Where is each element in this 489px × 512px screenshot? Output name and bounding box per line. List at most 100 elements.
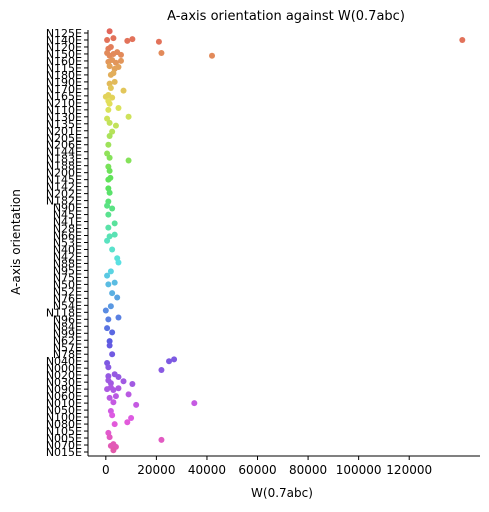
point — [112, 393, 119, 400]
point — [106, 434, 113, 441]
point — [102, 307, 109, 314]
point — [106, 342, 113, 349]
point — [129, 380, 136, 387]
y-tick-label: N070E — [46, 439, 82, 452]
point — [109, 246, 116, 253]
point — [105, 373, 112, 380]
point — [115, 385, 122, 392]
y-tick-label: N40E — [53, 243, 82, 256]
point — [133, 401, 140, 408]
y-tick-label: N183E — [46, 153, 82, 166]
y-tick-label: N206E — [46, 139, 82, 152]
y-tick-label: N080E — [46, 418, 82, 431]
point — [105, 141, 112, 148]
point — [106, 338, 113, 345]
point — [104, 202, 111, 209]
point — [111, 231, 118, 238]
point — [111, 78, 118, 85]
point — [106, 119, 113, 126]
point — [107, 268, 114, 275]
y-tick-label: N95E — [53, 264, 82, 277]
y-tick-label: N015E — [46, 446, 82, 459]
point — [105, 211, 112, 218]
y-tick-label: N66E — [53, 230, 82, 243]
point — [209, 52, 216, 59]
y-tick-label: N050E — [46, 404, 82, 417]
x-tick-label: 0 — [102, 463, 110, 477]
y-tick-label: N188E — [46, 160, 82, 173]
y-tick-label: N200E — [46, 167, 82, 180]
point — [104, 237, 111, 244]
point — [110, 447, 117, 454]
point — [109, 412, 116, 419]
point — [106, 28, 113, 35]
point — [124, 37, 131, 44]
point — [109, 205, 116, 212]
y-tick-label: N190E — [46, 76, 82, 89]
y-tick-label: N115E — [46, 62, 82, 75]
chart-title: A-axis orientation against W(0.7abc) — [167, 9, 405, 24]
point — [106, 154, 113, 161]
point — [117, 57, 124, 64]
y-tick-label: N110E — [46, 104, 82, 117]
y-tick-label: N005E — [46, 432, 82, 445]
point — [105, 364, 112, 371]
x-tick-label: 40000 — [188, 463, 226, 477]
point — [110, 70, 117, 77]
point — [105, 106, 112, 113]
point — [115, 259, 122, 266]
y-tick-label: N100E — [46, 411, 82, 424]
y-tick-label: N90E — [53, 202, 82, 215]
y-tick-label: N205E — [46, 132, 82, 145]
y-tick-label: N150E — [46, 48, 82, 61]
point — [107, 174, 114, 181]
y-tick-label: N53E — [53, 237, 82, 250]
y-tick-label: N170E — [46, 83, 82, 96]
point — [109, 351, 116, 358]
point — [106, 394, 113, 401]
point — [109, 290, 116, 297]
y-tick-label: N118E — [46, 306, 82, 319]
point — [125, 113, 132, 120]
point — [129, 36, 136, 43]
point — [104, 272, 111, 279]
point — [171, 356, 178, 363]
y-tick-label: N140E — [46, 34, 82, 47]
x-tick-label: 80000 — [289, 463, 327, 477]
y-tick-label: N41E — [53, 216, 82, 229]
point — [191, 400, 198, 407]
point — [124, 419, 131, 426]
point — [105, 281, 112, 288]
y-tick-label: N060E — [46, 390, 82, 403]
point — [158, 50, 165, 57]
y-tick-label: N160E — [46, 55, 82, 68]
point — [107, 43, 114, 50]
y-tick-label: N182E — [46, 195, 82, 208]
y-tick-label: N144E — [46, 146, 82, 159]
y-tick-label: N145E — [46, 174, 82, 187]
point — [166, 358, 173, 365]
point — [110, 387, 117, 394]
point — [107, 303, 114, 310]
point — [111, 421, 118, 428]
point — [110, 399, 117, 406]
point — [112, 122, 119, 129]
point — [105, 316, 112, 323]
x-axis-label: W(0.7abc) — [251, 486, 313, 500]
y-tick-label: N125E — [46, 27, 82, 40]
y-tick-label: N040E — [46, 355, 82, 368]
y-tick-label: N54E — [53, 299, 82, 312]
point — [111, 220, 118, 227]
y-tick-label: N142E — [46, 181, 82, 194]
x-tick-label: 100000 — [336, 463, 382, 477]
point — [158, 367, 165, 373]
y-tick-label: N28E — [53, 223, 82, 236]
y-tick-label: N45E — [53, 209, 82, 222]
point — [109, 329, 116, 336]
y-tick-label: N50E — [53, 278, 82, 291]
y-tick-label: N090E — [46, 383, 82, 396]
point — [106, 63, 113, 70]
y-tick-label: N120E — [46, 41, 82, 54]
point — [115, 314, 122, 321]
point — [104, 36, 111, 43]
